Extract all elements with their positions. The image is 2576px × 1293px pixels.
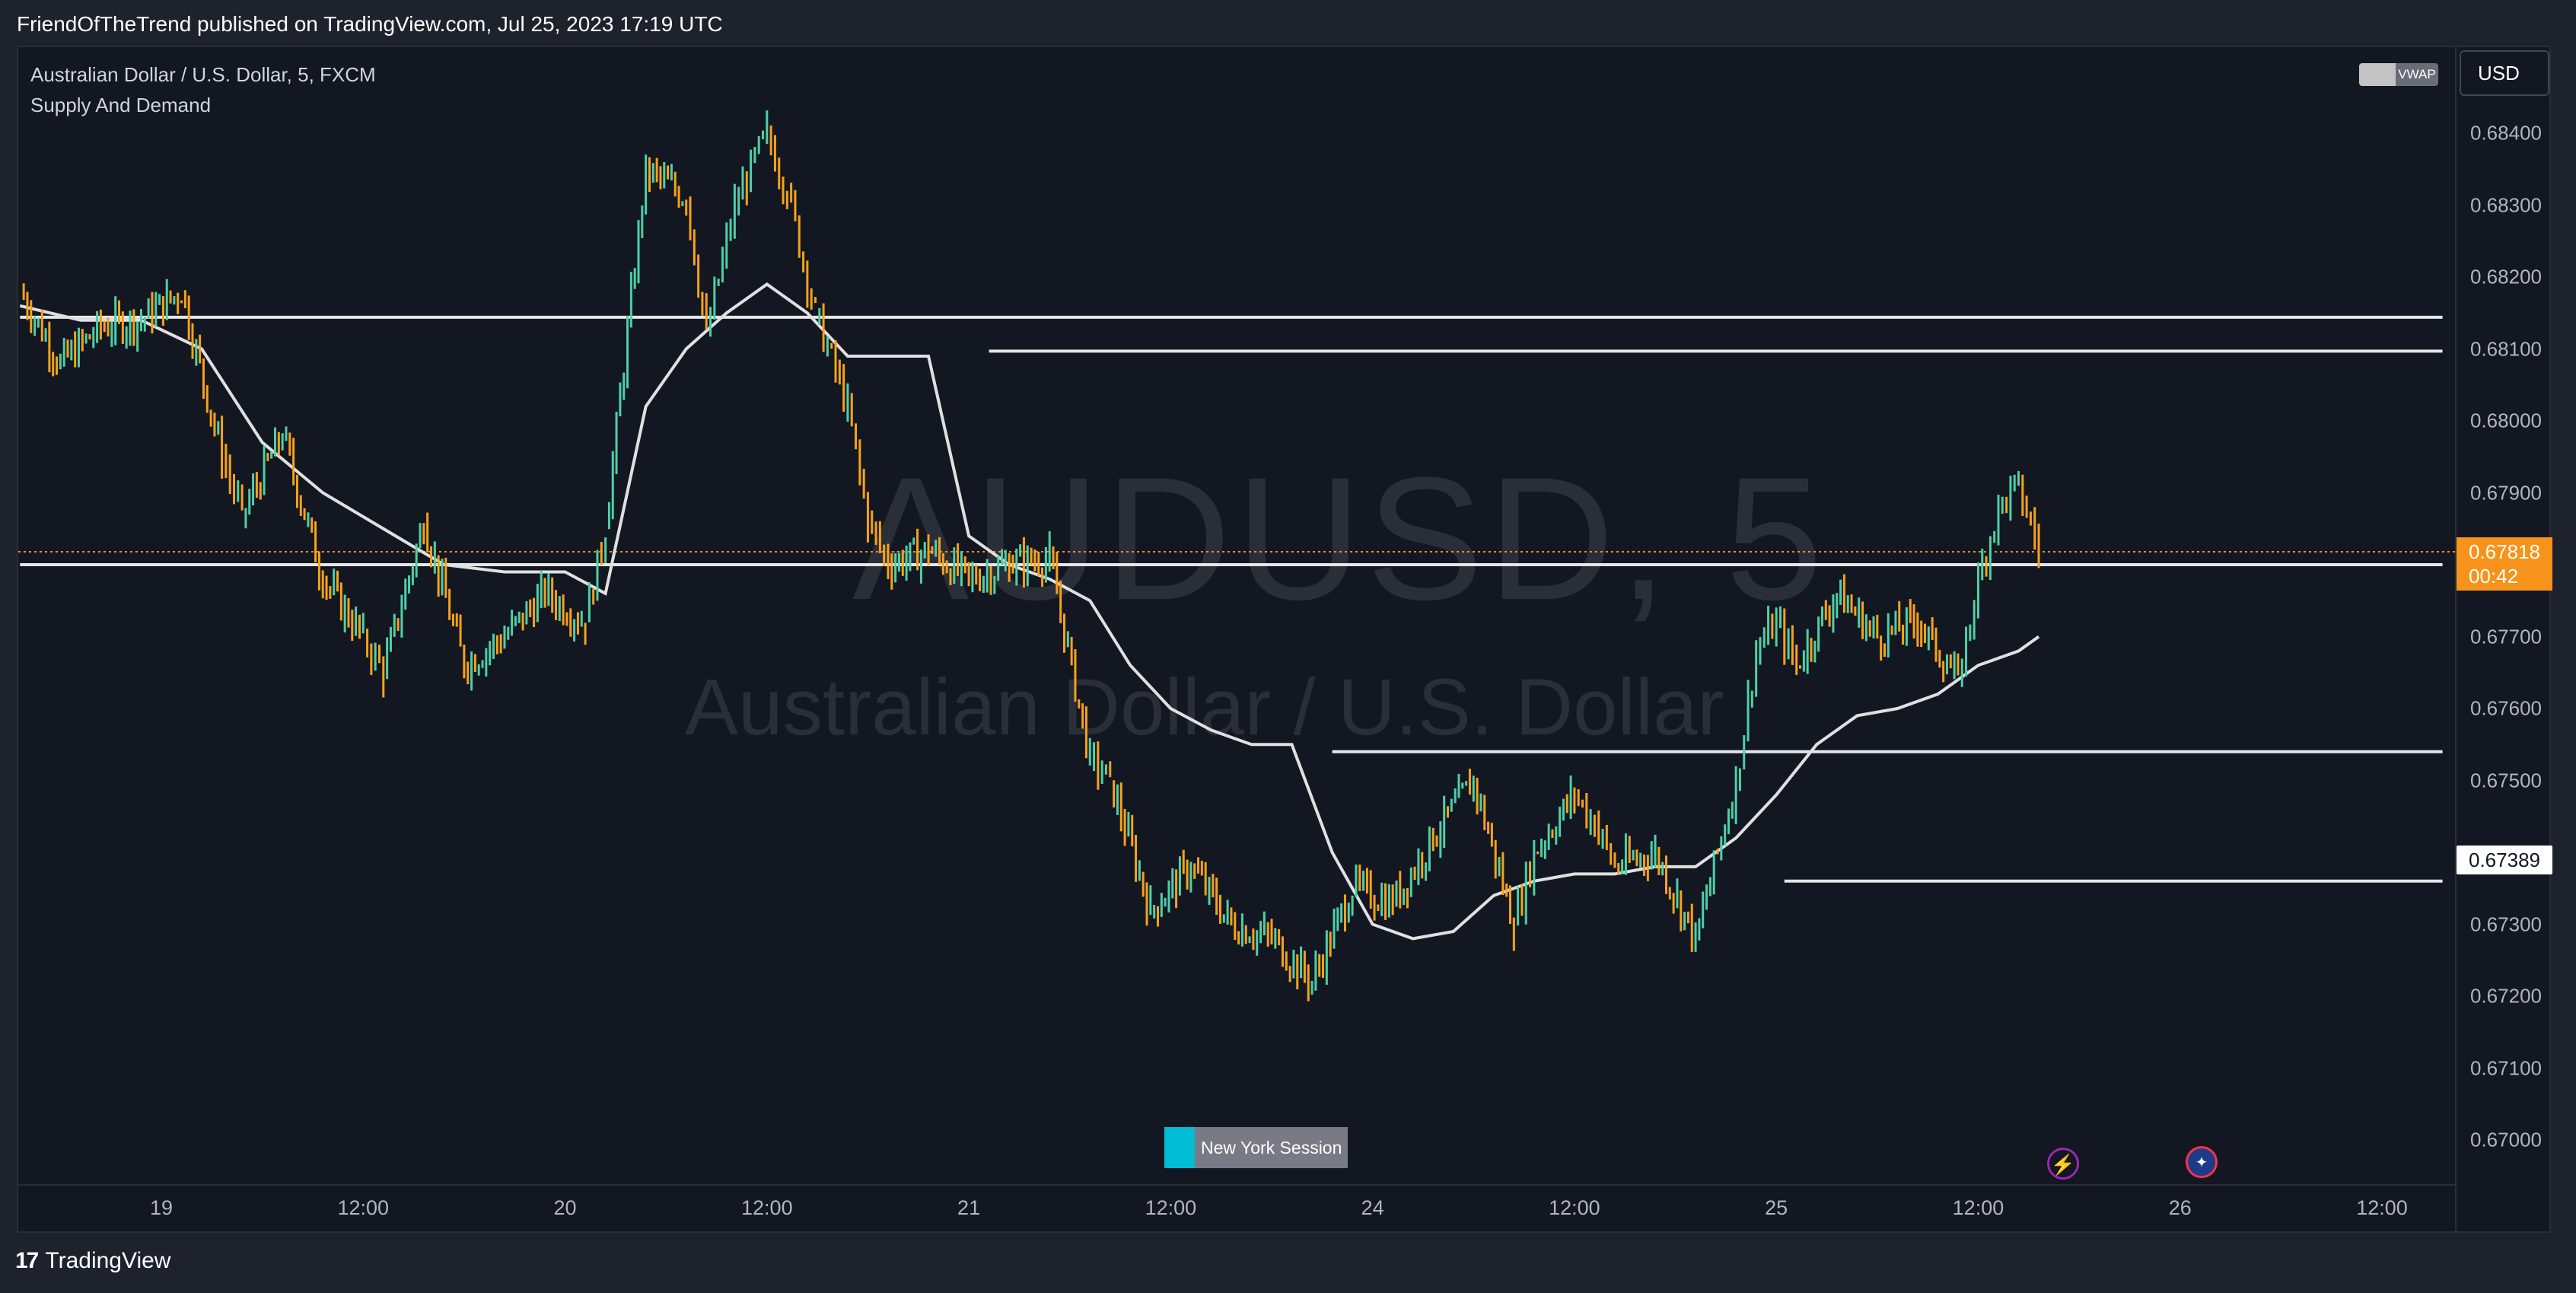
last-price-label: 0.67818 00:42 — [2457, 537, 2552, 591]
australia-flag-icon[interactable]: ✦ — [2186, 1146, 2218, 1178]
price-tick: 0.68200 — [2470, 265, 2542, 288]
time-tick: 12:00 — [741, 1196, 793, 1219]
symbol-watermark: AUDUSD, 5 — [852, 441, 1827, 636]
published-line: FriendOfTheTrend published on TradingVie… — [17, 12, 723, 36]
last-price-value: 0.67818 — [2469, 540, 2540, 563]
indicator-legend[interactable]: Supply And Demand — [30, 94, 212, 116]
price-tick: 0.67500 — [2470, 769, 2542, 791]
brand-name: TradingView — [45, 1248, 171, 1273]
level-price-label: 0.67389 — [2457, 846, 2552, 874]
price-tick: 0.68000 — [2470, 409, 2542, 432]
plot-layer — [18, 110, 2455, 1002]
session-label: New York Session — [1195, 1127, 1348, 1168]
lightning-event-icon[interactable]: ⚡ — [2047, 1148, 2079, 1180]
price-tick: 0.67900 — [2470, 481, 2542, 504]
time-tick: 12:00 — [337, 1196, 390, 1219]
time-tick: 25 — [1765, 1196, 1788, 1219]
price-axis[interactable]: 0.68400 0.68300 0.68200 0.68100 0.68000 0.679… — [2457, 46, 2551, 1187]
price-tick: 0.67100 — [2470, 1056, 2542, 1079]
price-tick: 0.67600 — [2470, 696, 2542, 720]
footer-brand[interactable]: 17 TradingView — [15, 1248, 170, 1274]
price-tick: 0.67000 — [2470, 1128, 2542, 1151]
vwap-label: VWAP — [2396, 63, 2438, 86]
time-tick: 19 — [149, 1196, 174, 1219]
session-swatch — [1164, 1127, 1195, 1168]
tradingview-logo-icon: 17 — [15, 1248, 39, 1273]
time-tick: 12:00 — [1549, 1196, 1600, 1219]
session-badge[interactable]: New York Session — [1164, 1127, 1348, 1168]
publish-header: FriendOfTheTrend published on TradingVie… — [0, 0, 2576, 46]
vwap-swatch — [2359, 63, 2396, 86]
price-tick: 0.67300 — [2470, 912, 2542, 935]
time-axis-divider — [18, 1184, 2457, 1186]
time-tick: 24 — [1361, 1196, 1384, 1219]
time-tick: 20 — [553, 1196, 577, 1219]
price-tick: 0.67200 — [2470, 984, 2542, 1008]
currency-button[interactable]: USD — [2460, 50, 2549, 96]
vwap-badge[interactable]: VWAP — [2359, 63, 2438, 86]
time-tick: 12:00 — [1145, 1196, 1197, 1219]
chart-legend: Australian Dollar / U.S. Dollar, 5, FXCM… — [30, 59, 376, 120]
vwap-line — [19, 282, 2040, 941]
description-watermark: Australian Dollar / U.S. Dollar — [685, 663, 1724, 752]
price-axis-divider — [2455, 47, 2457, 1231]
time-tick: 12:00 — [1952, 1196, 2004, 1219]
chart-pane[interactable] — [17, 46, 2551, 1233]
price-tick: 0.68100 — [2470, 337, 2542, 360]
price-tick: 0.67700 — [2470, 625, 2542, 648]
bar-countdown: 00:42 — [2469, 565, 2519, 588]
symbol-legend[interactable]: Australian Dollar / U.S. Dollar, 5, FXCM — [30, 63, 376, 86]
price-tick: 0.68300 — [2470, 193, 2542, 216]
time-tick: 12:00 — [2356, 1196, 2408, 1219]
time-tick: 26 — [2168, 1196, 2192, 1219]
time-tick: 21 — [957, 1196, 981, 1219]
price-tick: 0.68400 — [2470, 121, 2542, 145]
